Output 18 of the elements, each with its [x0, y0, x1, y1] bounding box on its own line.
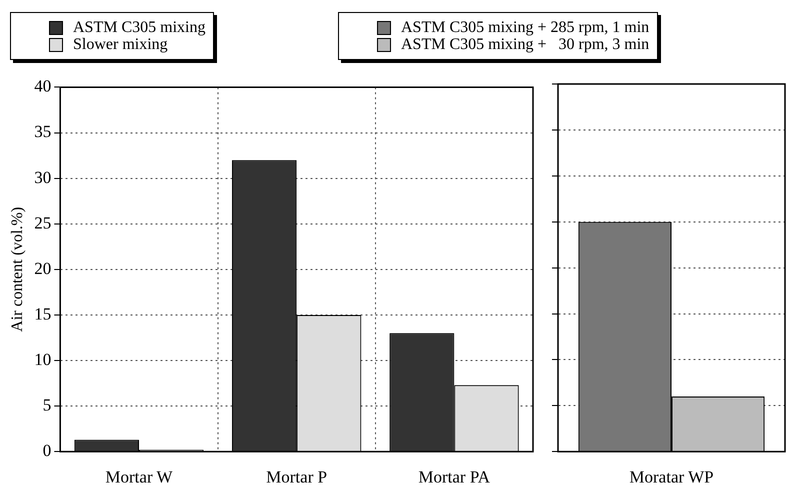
x-tick-label: Moratar WP: [629, 467, 714, 486]
y-axis-title: Air content (vol.%): [8, 206, 26, 332]
y-tick-label: 30: [34, 168, 52, 187]
legend-label: ASTM C305 mixing + 30 rpm, 3 min: [401, 36, 650, 53]
y-tick-label: 40: [34, 76, 52, 96]
y-tick-label: 10: [34, 350, 52, 369]
y-tick-label: 15: [34, 304, 52, 324]
y-tick-label: 25: [34, 213, 52, 232]
legend-label: ASTM C305 mixing + 285 rpm, 1 min: [401, 19, 650, 36]
x-tick-label: Mortar PA: [418, 467, 491, 486]
legend-label: Slower mixing: [73, 36, 168, 53]
legend-label: ASTM C305 mixing: [73, 19, 206, 36]
y-tick-label: 35: [34, 122, 52, 142]
y-tick-label: 0: [42, 441, 52, 460]
x-tick-label: Mortar P: [266, 467, 328, 486]
y-tick-label: 5: [42, 396, 52, 415]
x-tick-label: Mortar W: [105, 467, 174, 486]
y-tick-label: 20: [34, 258, 52, 278]
